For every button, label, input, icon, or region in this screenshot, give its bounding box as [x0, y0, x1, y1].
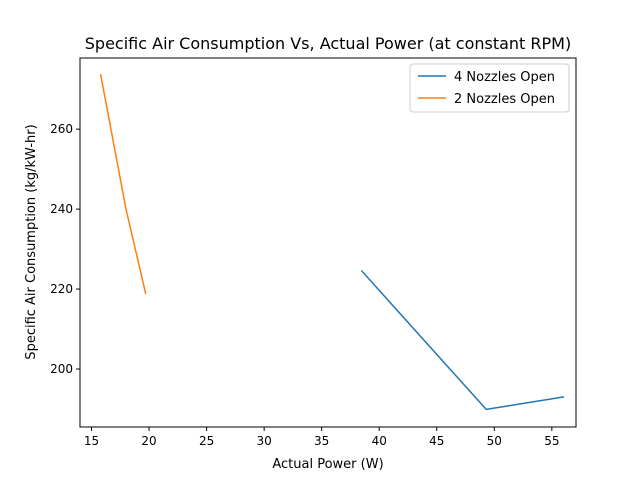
- x-tick-label: 50: [487, 434, 502, 448]
- x-tick-label: 30: [256, 434, 271, 448]
- y-tick-label: 220: [50, 282, 73, 296]
- legend: 4 Nozzles Open 2 Nozzles Open: [409, 63, 570, 113]
- y-tick-label: 240: [50, 202, 73, 216]
- y-axis-ticks: 200 220 240 260: [50, 122, 80, 376]
- legend-box: [409, 63, 570, 113]
- legend-label-2: 2 Nozzles Open: [454, 92, 555, 107]
- x-tick-label: 25: [199, 434, 214, 448]
- x-tick-label: 55: [544, 434, 559, 448]
- x-tick-label: 20: [141, 434, 156, 448]
- x-tick-label: 15: [84, 434, 99, 448]
- y-tick-label: 260: [50, 122, 73, 136]
- series-line-1: [360, 270, 565, 411]
- chart-title: Specific Air Consumption Vs, Actual Powe…: [85, 34, 571, 53]
- x-axis-label: Actual Power (W): [272, 457, 383, 472]
- plot-frame: [79, 57, 577, 428]
- x-tick-label: 40: [372, 434, 387, 448]
- x-axis-ticks: 15 20 25 30 35 40 45 50 55: [84, 427, 559, 448]
- y-tick-label: 200: [50, 362, 73, 376]
- x-tick-label: 45: [429, 434, 444, 448]
- series-layer: [99, 73, 565, 411]
- series-line-2: [99, 73, 147, 295]
- legend-label-1: 4 Nozzles Open: [454, 70, 555, 85]
- x-tick-label: 35: [314, 434, 329, 448]
- y-axis-label: Specific Air Consumption (kg/kW-hr): [24, 124, 39, 359]
